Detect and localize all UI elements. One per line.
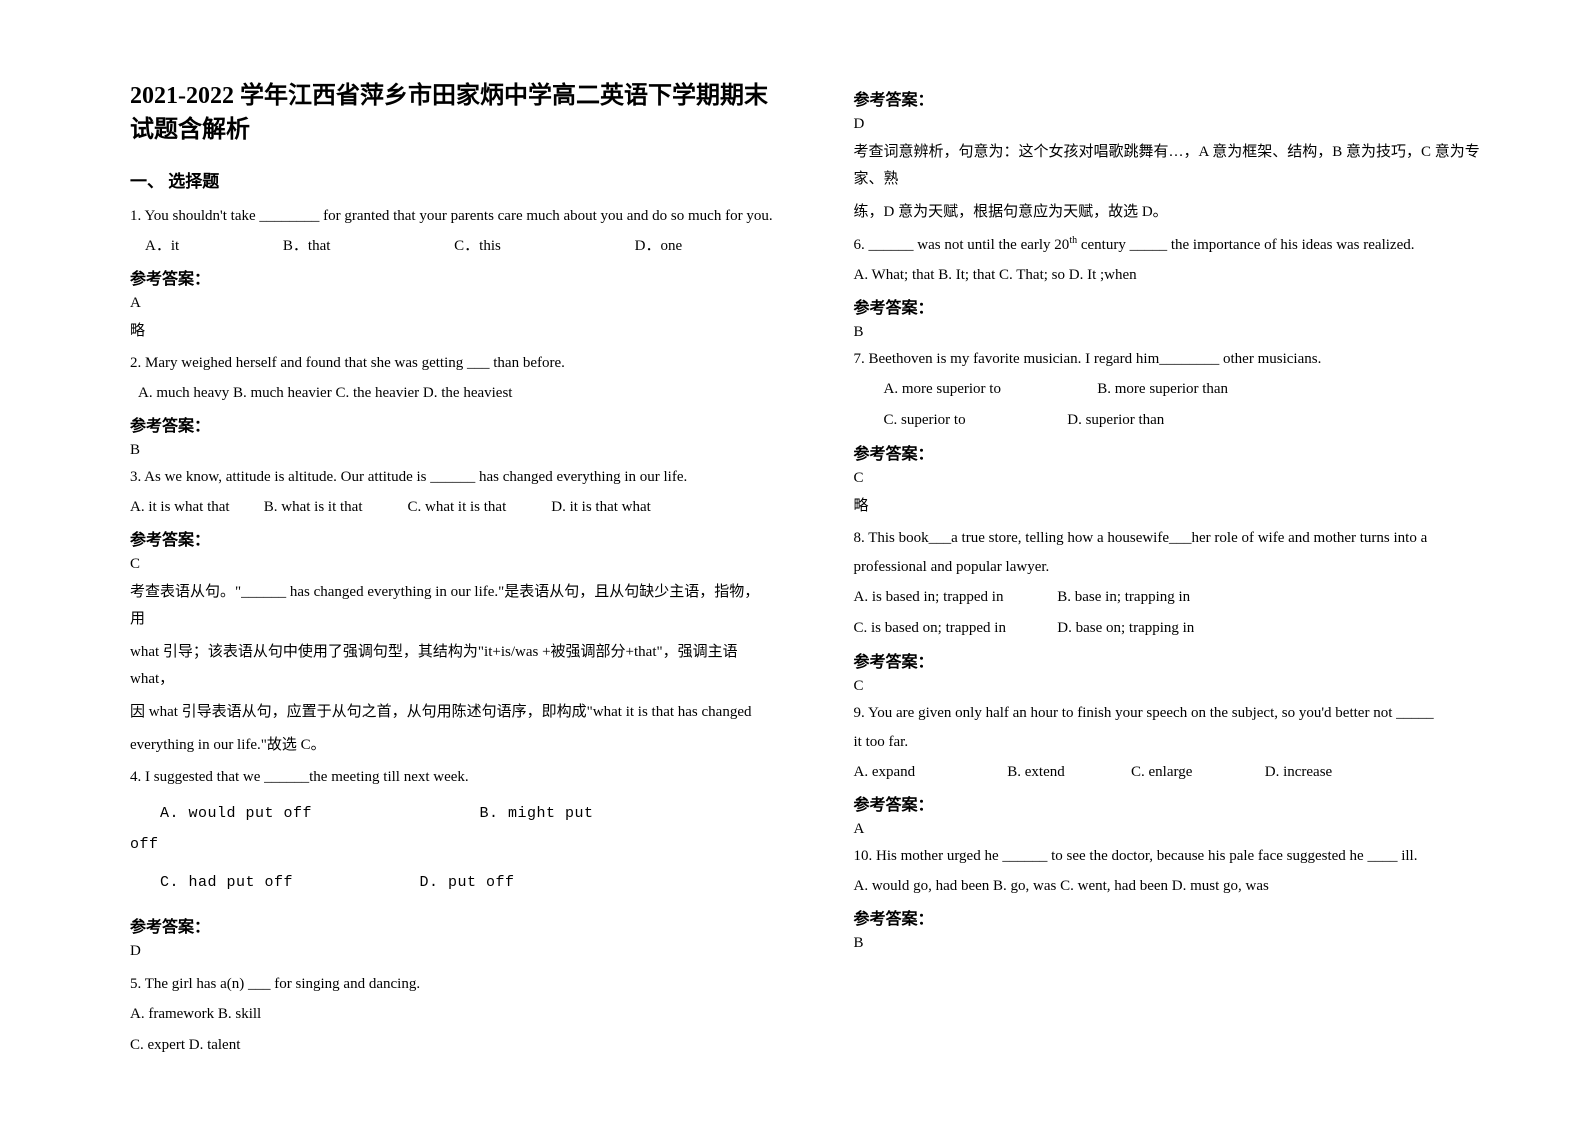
q8-optB: B. base in; trapping in — [1057, 585, 1190, 611]
q5-text: 5. The girl has a(n) ___ for singing and… — [130, 972, 774, 998]
q9-optB: B. extend — [1007, 760, 1127, 786]
q1-answer: A — [130, 295, 774, 312]
q4-optC: C. had put off — [160, 870, 410, 896]
q6-text-a: 6. ______ was not until the early 20 — [854, 237, 1070, 253]
q2-answer: B — [130, 442, 774, 459]
right-column: 参考答案： D 考查词意辨析，句意为：这个女孩对唱歌跳舞有…，A 意为框架、结构… — [814, 80, 1528, 1082]
q5-opts2: C. expert D. talent — [130, 1033, 774, 1059]
q8-text2: professional and popular lawyer. — [854, 555, 1498, 581]
q7-exp: 略 — [854, 493, 1498, 520]
q6-text-b: th — [1069, 235, 1077, 246]
q9-answer-label: 参考答案： — [854, 791, 1498, 815]
q8-text1: 8. This book___a true store, telling how… — [854, 526, 1498, 552]
q7-optA: A. more superior to — [884, 377, 1094, 403]
q1-optA: A．it — [145, 234, 179, 260]
q5-answer: D — [854, 116, 1498, 133]
q9-text1: 9. You are given only half an hour to fi… — [854, 701, 1498, 727]
q5-exp2: 练，D 意为天赋，根据句意应为天赋，故选 D。 — [854, 199, 1498, 226]
q4-optB2: off — [130, 832, 774, 858]
q9-text2: it too far. — [854, 730, 1498, 756]
q1-optB: B．that — [283, 234, 331, 260]
q3-optC: C. what it is that — [408, 495, 548, 521]
q9-options: A. expand B. extend C. enlarge D. increa… — [854, 760, 1498, 786]
q3-answer: C — [130, 556, 774, 573]
left-column: 2021-2022 学年江西省萍乡市田家炳中学高二英语下学期期末试题含解析 一、… — [100, 80, 814, 1082]
q8-optD: D. base on; trapping in — [1057, 616, 1194, 642]
q3-exp2: what 引导；该表语从句中使用了强调句型，其结构为"it+is/was +被强… — [130, 639, 774, 693]
q2-options: A. much heavy B. much heavier C. the hea… — [138, 381, 774, 407]
q8-optC: C. is based on; trapped in — [854, 616, 1054, 642]
q6-text: 6. ______ was not until the early 20th c… — [854, 232, 1498, 259]
q7-optD: D. superior than — [1067, 408, 1164, 434]
q1-answer-label: 参考答案： — [130, 265, 774, 289]
q4-optA: A. would put off — [160, 801, 470, 827]
q10-text: 10. His mother urged he ______ to see th… — [854, 844, 1498, 870]
q6-text-c: century _____ the importance of his idea… — [1077, 237, 1414, 253]
q8-opts-row2: C. is based on; trapped in D. base on; t… — [854, 616, 1498, 642]
q2-answer-label: 参考答案： — [130, 412, 774, 436]
q1-exp: 略 — [130, 318, 774, 345]
q3-optA: A. it is what that — [130, 495, 260, 521]
q9-optC: C. enlarge — [1131, 760, 1261, 786]
q7-answer-label: 参考答案： — [854, 440, 1498, 464]
q8-opts-row1: A. is based in; trapped in B. base in; t… — [854, 585, 1498, 611]
q4-optB: B. might put — [480, 801, 594, 827]
q7-answer: C — [854, 470, 1498, 487]
q6-answer: B — [854, 324, 1498, 341]
q9-optD: D. increase — [1265, 760, 1332, 786]
q9-optA: A. expand — [854, 760, 1004, 786]
q5-exp1: 考查词意辨析，句意为：这个女孩对唱歌跳舞有…，A 意为框架、结构，B 意为技巧，… — [854, 139, 1498, 193]
q3-optD: D. it is that what — [551, 495, 651, 521]
q9-answer: A — [854, 821, 1498, 838]
q4-text: 4. I suggested that we ______the meeting… — [130, 765, 774, 791]
q1-text: 1. You shouldn't take ________ for grant… — [130, 204, 774, 230]
q1-optD: D．one — [635, 234, 683, 260]
q4-opts-row1: A. would put off B. might put — [130, 801, 774, 827]
q7-optB: B. more superior than — [1097, 377, 1228, 403]
q4-answer-label: 参考答案： — [130, 913, 774, 937]
q8-answer-label: 参考答案： — [854, 648, 1498, 672]
q3-exp3: 因 what 引导表语从句，应置于从句之首，从句用陈述句语序，即构成"what … — [130, 699, 774, 726]
q4-optD: D. put off — [420, 870, 515, 896]
q3-optB: B. what is it that — [264, 495, 404, 521]
q7-text: 7. Beethoven is my favorite musician. I … — [854, 347, 1498, 373]
q7-opts-row2: C. superior to D. superior than — [854, 408, 1498, 434]
q3-answer-label: 参考答案： — [130, 526, 774, 550]
q4-opts-row2: C. had put off D. put off — [130, 870, 774, 896]
q7-opts-row1: A. more superior to B. more superior tha… — [854, 377, 1498, 403]
q3-exp1: 考查表语从句。"______ has changed everything in… — [130, 579, 774, 633]
q1-optC: C．this — [454, 234, 501, 260]
page-container: 2021-2022 学年江西省萍乡市田家炳中学高二英语下学期期末试题含解析 一、… — [0, 0, 1587, 1122]
q10-opts: A. would go, had been B. go, was C. went… — [854, 874, 1498, 900]
q6-options: A. What; that B. It; that C. That; so D.… — [854, 263, 1498, 289]
document-title: 2021-2022 学年江西省萍乡市田家炳中学高二英语下学期期末试题含解析 — [130, 80, 774, 147]
q8-optA: A. is based in; trapped in — [854, 585, 1054, 611]
q1-options: A．it B．that C．this D．one — [130, 234, 774, 260]
q6-answer-label: 参考答案： — [854, 294, 1498, 318]
q10-answer: B — [854, 935, 1498, 952]
q7-optC: C. superior to — [884, 408, 1064, 434]
q5-answer-label: 参考答案： — [854, 86, 1498, 110]
q8-answer: C — [854, 678, 1498, 695]
q4-answer: D — [130, 943, 774, 960]
section-header-1: 一、 选择题 — [130, 167, 774, 192]
q3-exp4: everything in our life."故选 C。 — [130, 732, 774, 759]
q10-answer-label: 参考答案： — [854, 905, 1498, 929]
q3-text: 3. As we know, attitude is altitude. Our… — [130, 465, 774, 491]
q3-options: A. it is what that B. what is it that C.… — [130, 495, 774, 521]
q5-opts1: A. framework B. skill — [130, 1002, 774, 1028]
q2-text: 2. Mary weighed herself and found that s… — [130, 351, 774, 377]
